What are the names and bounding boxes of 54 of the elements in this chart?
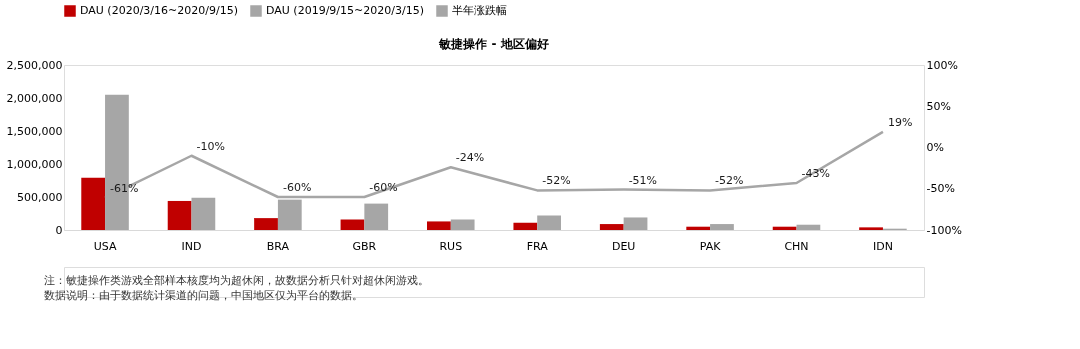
legend-label: 半年涨跌幅 [452,4,507,17]
bar [599,224,624,230]
data-label: -60% [282,181,312,194]
bar [167,200,192,230]
x-tick-label: BRA [266,239,290,253]
bar [513,222,538,230]
data-label: -51% [628,173,658,187]
data-label: 19% [887,115,913,129]
y-tick-label: 1,500,000 [6,124,63,138]
text: 数据说明：由于数据统计渠道的问题，中国地区仅为平台的数据。 [44,288,363,302]
bar [427,221,451,230]
bar [81,177,106,230]
x-tick-label: CHN [784,239,809,253]
bar [537,215,561,230]
y-tick-label: 2,000,000 [6,91,63,105]
chart-title: 敏捷操作 - 地区偏好 [438,37,549,51]
x-tick-label: USA [93,239,117,253]
x-tick-label: FRA [526,239,549,253]
y-tick-label: 0 [55,223,63,237]
bar [277,199,302,230]
y2-tick-label: -50% [926,182,955,196]
x-tick-label: IDN [872,239,893,253]
bar [686,226,711,230]
y2-tick-label: 0% [926,141,944,154]
text: 注：敏捷操作类游戏全部样本核度均为超休闲，故数据分析只针对超休闲游戏。 [44,273,429,287]
legend-label: DAU (2019/9/15~2020/3/15) [266,4,424,17]
bar [364,203,389,230]
x-tick-label: PAK [699,239,722,253]
bar [859,227,883,230]
x-tick-label: RUS [439,239,463,253]
bar [254,218,278,230]
y2-tick-label: 50% [926,99,951,113]
bar [623,217,648,230]
bar [450,219,475,230]
x-tick-label: DEU [611,239,636,253]
bar [710,224,734,230]
bar [191,197,216,230]
bar [340,219,365,230]
data-label: -43% [801,166,830,180]
x-tick-label: IND [181,239,202,253]
data-label: -24% [455,151,485,165]
y-tick-label: 2,500,000 [6,58,63,72]
data-label: -60% [369,181,398,194]
y-tick-label: 1,000,000 [6,157,63,171]
data-label: -52% [542,174,571,188]
bar [796,224,821,230]
y2-tick-label: 100% [926,58,958,72]
bar [772,226,797,230]
y2-tick-label: -100% [926,223,962,237]
legend-label: DAU (2020/3/16~2020/9/15) [80,4,238,17]
y-tick-label: 500,000 [17,190,63,204]
x-tick-label: GBR [352,239,377,253]
data-label: -10% [196,139,225,153]
data-label: -52% [715,174,744,188]
